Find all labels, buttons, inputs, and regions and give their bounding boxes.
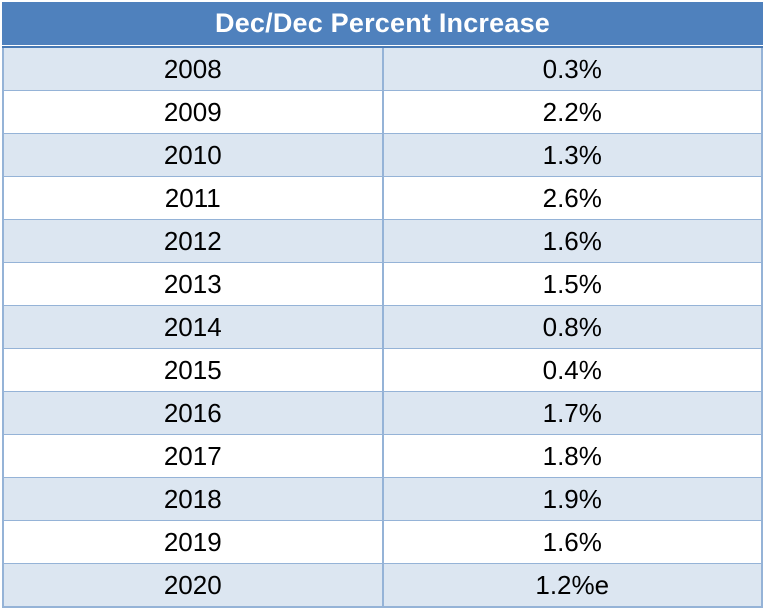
value-cell: 1.7% <box>542 397 602 428</box>
year-cell: 2014 <box>4 306 384 348</box>
value-cell: 1.2%e <box>535 569 610 600</box>
percent-increase-table: Dec/Dec Percent Increase 2008 0.3% 2009 … <box>2 2 763 608</box>
value-cell: 1.8% <box>542 440 602 471</box>
value-cell: 1.6% <box>542 526 602 557</box>
table-row: 2016 1.7% <box>4 391 761 434</box>
value-cell: 0.3% <box>542 53 602 84</box>
header-separator-blue <box>2 46 763 48</box>
table-row: 2020 1.2%e <box>4 563 761 606</box>
table-body: 2008 0.3% 2009 2.2% 2010 1.3% 2011 2.6% … <box>2 48 763 608</box>
table-row: 2017 1.8% <box>4 434 761 477</box>
table-header: Dec/Dec Percent Increase <box>2 2 763 45</box>
year-cell: 2012 <box>4 220 384 262</box>
table-row: 2011 2.6% <box>4 176 761 219</box>
value-cell: 1.9% <box>542 483 602 514</box>
table-row: 2009 2.2% <box>4 90 761 133</box>
header-separator-white <box>2 45 763 46</box>
year-cell: 2019 <box>4 521 384 563</box>
year-cell: 2017 <box>4 435 384 477</box>
year-cell: 2016 <box>4 392 384 434</box>
year-cell: 2020 <box>4 564 384 606</box>
table-row: 2013 1.5% <box>4 262 761 305</box>
value-cell: 1.5% <box>542 268 602 299</box>
table-row: 2014 0.8% <box>4 305 761 348</box>
year-cell: 2010 <box>4 134 384 176</box>
table-row: 2018 1.9% <box>4 477 761 520</box>
value-cell: 0.4% <box>542 354 602 385</box>
value-cell: 2.2% <box>542 96 602 127</box>
table-title: Dec/Dec Percent Increase <box>215 8 550 38</box>
value-cell: 2.6% <box>542 182 602 213</box>
year-cell: 2013 <box>4 263 384 305</box>
table-row: 2008 0.3% <box>4 48 761 90</box>
year-cell: 2009 <box>4 91 384 133</box>
table-row: 2012 1.6% <box>4 219 761 262</box>
table-row: 2019 1.6% <box>4 520 761 563</box>
year-cell: 2015 <box>4 349 384 391</box>
table-row: 2010 1.3% <box>4 133 761 176</box>
value-cell: 1.3% <box>542 139 602 170</box>
year-cell: 2011 <box>4 177 384 219</box>
table-row: 2015 0.4% <box>4 348 761 391</box>
value-cell: 0.8% <box>542 311 602 342</box>
value-cell: 1.6% <box>542 225 602 256</box>
year-cell: 2018 <box>4 478 384 520</box>
year-cell: 2008 <box>4 48 384 90</box>
